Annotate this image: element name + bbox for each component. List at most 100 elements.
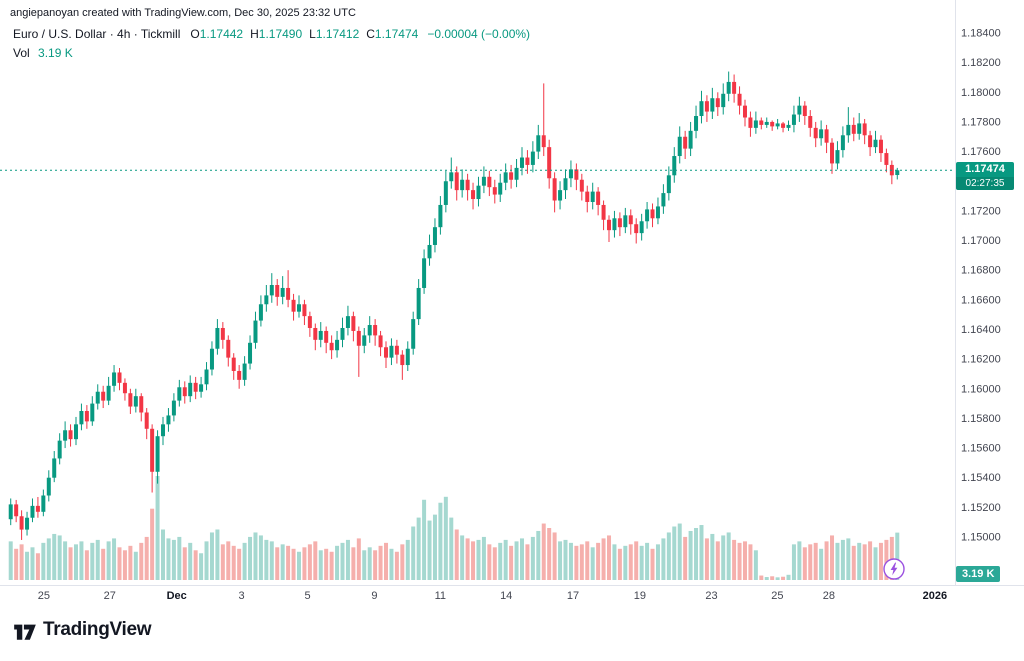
volume-bar <box>416 517 421 580</box>
volume-bar <box>443 496 448 580</box>
volume-bar <box>742 541 747 580</box>
volume-bar <box>68 547 73 580</box>
candle-body <box>335 339 340 351</box>
candle-body <box>128 393 133 407</box>
volume-bar <box>509 545 514 580</box>
candle-body <box>427 244 432 259</box>
candle-body <box>530 151 535 165</box>
volume-bar <box>329 551 334 580</box>
time-axis[interactable]: 25 27 Dec 3 5 9 11 14 17 19 23 25 28 2026 <box>38 590 947 602</box>
volume-bar <box>694 528 699 580</box>
candle-body <box>465 179 470 191</box>
candle-body <box>150 428 155 472</box>
volume-bar <box>19 544 24 580</box>
candle-body <box>895 170 900 176</box>
candle-body <box>590 191 595 202</box>
candle-body <box>394 345 399 355</box>
volume-bar <box>449 517 454 580</box>
candle-body <box>541 135 546 148</box>
bar-countdown: 02:27:35 <box>956 177 1014 191</box>
price-tick-label: 1.15000 <box>961 532 1001 544</box>
price-axis[interactable]: 1.184001.182001.180001.178001.176001.174… <box>961 28 1001 544</box>
volume-bar <box>14 548 19 580</box>
volume-bar <box>541 523 546 580</box>
candle-body <box>280 287 285 297</box>
time-tick-label: 25 <box>38 590 50 602</box>
candle-body <box>579 179 584 192</box>
candle-body <box>242 363 247 380</box>
volume-bar <box>460 535 465 580</box>
volume-bar <box>574 545 579 580</box>
change-value: −0.00004 (−0.00%) <box>427 27 531 41</box>
volume-bar <box>405 539 410 580</box>
candle-body <box>830 142 835 164</box>
candle-body <box>764 121 769 125</box>
tradingview-logo[interactable]: TradingView <box>12 617 152 643</box>
candle-body <box>193 382 198 392</box>
lightning-icon <box>883 558 905 580</box>
close-value: 1.17474 <box>374 27 419 41</box>
volume-bar <box>655 544 660 580</box>
volume-bar <box>8 541 13 580</box>
candle-body <box>873 139 878 148</box>
volume-bar <box>840 539 845 580</box>
volume-bar <box>41 542 46 580</box>
candle-body <box>324 330 329 343</box>
candle-body <box>25 517 30 530</box>
candle-body <box>389 345 394 358</box>
volume-bar <box>166 538 171 580</box>
candle-body <box>291 299 296 312</box>
candle-body <box>552 178 557 201</box>
candle-body <box>264 295 269 305</box>
volume-bar <box>688 530 693 580</box>
candle-body <box>269 285 274 296</box>
volume-bar <box>791 544 796 580</box>
volume-bar <box>672 526 677 580</box>
volume-bar <box>106 541 111 580</box>
candle-body <box>481 176 486 186</box>
symbol-title[interactable]: Euro / U.S. Dollar · 4h · Tickmill <box>13 27 181 41</box>
candle-body <box>732 81 737 94</box>
volume-bar <box>492 547 497 580</box>
volume-bar <box>296 551 301 580</box>
volume-bar <box>819 548 824 580</box>
volume-bar <box>857 542 862 580</box>
volume-bar <box>607 535 612 580</box>
candle-body <box>416 287 421 320</box>
candle-body <box>710 98 715 112</box>
volume-bar <box>628 544 633 580</box>
candle-body <box>340 327 345 340</box>
high-value: 1.17490 <box>258 27 303 41</box>
volume-bar <box>394 551 399 580</box>
volume-bar <box>710 533 715 580</box>
lightning-button[interactable] <box>882 557 906 581</box>
volume-bar <box>432 514 437 580</box>
volume-bar <box>650 548 655 580</box>
volume-bar <box>84 550 89 580</box>
candle-body <box>345 316 350 328</box>
candle-body <box>432 227 437 245</box>
price-tick-label: 1.16000 <box>961 383 1001 395</box>
candle-body <box>73 424 78 440</box>
volume-bar <box>79 541 84 580</box>
volume-bar <box>384 542 389 580</box>
tradingview-mark-icon <box>14 624 36 640</box>
candle-body <box>106 385 111 401</box>
volume-study-label[interactable]: Vol <box>13 46 30 60</box>
candle-body <box>742 105 747 118</box>
volume-bar <box>226 541 231 580</box>
price-tick-label: 1.17000 <box>961 235 1001 247</box>
volume-bar <box>465 538 470 580</box>
candle-body <box>601 204 606 220</box>
volume-bar <box>547 528 552 580</box>
volume-bar <box>781 576 786 580</box>
candle-body <box>209 348 214 370</box>
volume-bar <box>786 574 791 580</box>
candle-body <box>791 114 796 125</box>
high-label: H <box>250 27 259 41</box>
volume-bar <box>677 523 682 580</box>
candle-body <box>650 209 655 219</box>
candle-body <box>824 129 829 143</box>
candle-body <box>220 327 225 340</box>
